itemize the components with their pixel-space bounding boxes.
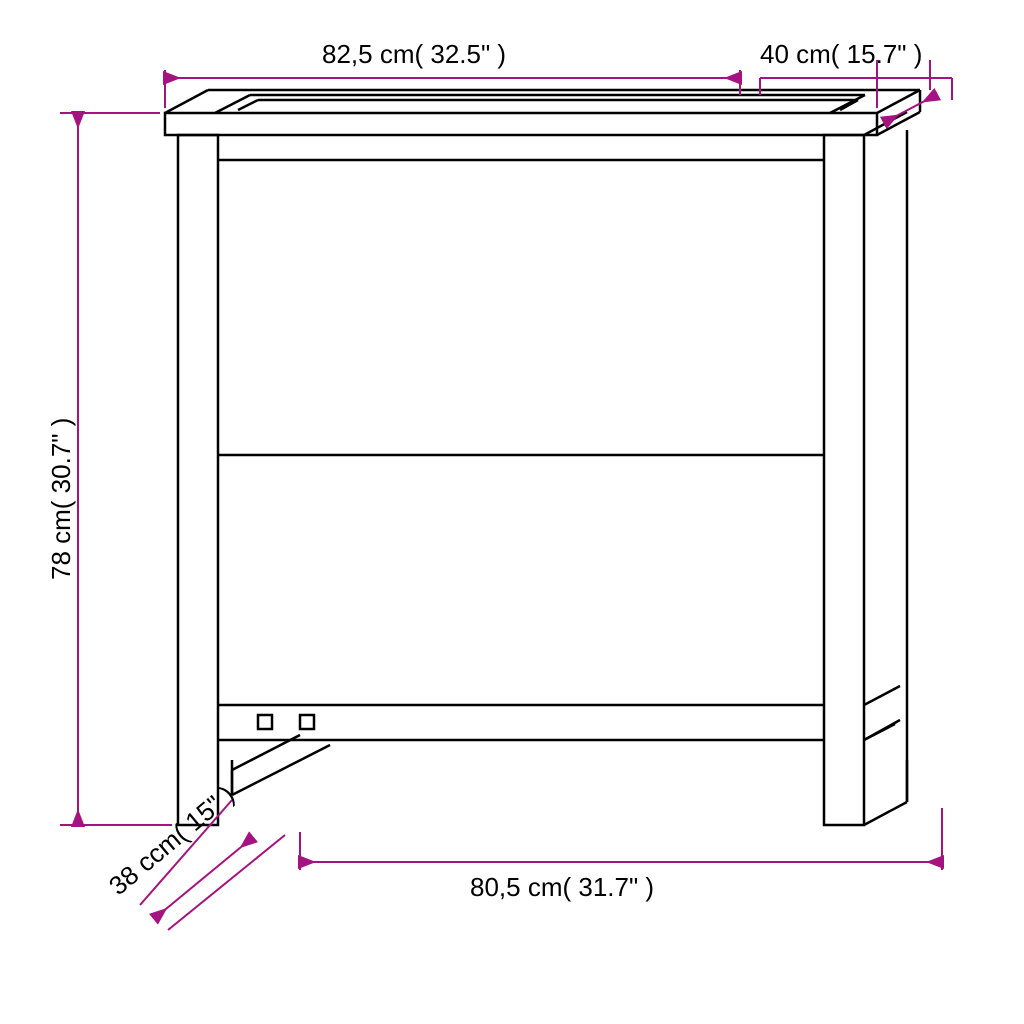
dimension-lines: [60, 60, 952, 930]
dim-bottom-width: 80,5 cm( 31.7" ): [470, 872, 654, 903]
dim-top-width: 82,5 cm( 32.5" ): [322, 39, 506, 70]
dim-top-depth: 40 cm( 15.7" ): [760, 39, 922, 70]
furniture-outline: [165, 90, 920, 825]
dim-height: 78 cm( 30.7" ): [46, 418, 77, 580]
